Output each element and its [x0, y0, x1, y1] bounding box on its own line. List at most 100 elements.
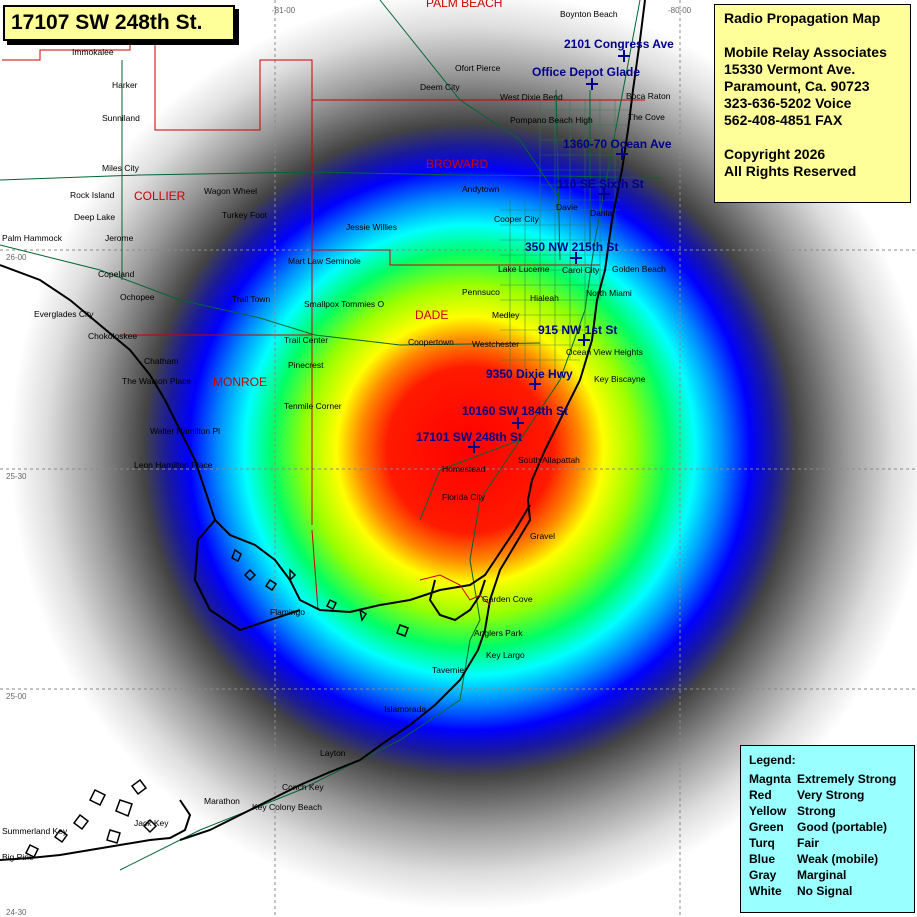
place-label: Deem City	[420, 82, 460, 92]
county-label: BROWARD	[426, 157, 489, 171]
legend-row: Gray Marginal	[749, 867, 896, 883]
islands	[24, 548, 409, 859]
legend-meaning: Good (portable)	[797, 820, 887, 834]
place-label: Ofort Pierce	[455, 63, 501, 73]
place-label: Carol City	[562, 265, 600, 275]
site-crosshair-icon	[529, 378, 541, 390]
place-label: Walter Hamilton Pl	[150, 426, 220, 436]
place-label: Jack Key	[134, 818, 169, 828]
place-label: Boynton Beach	[560, 9, 618, 19]
place-label: Copeland	[98, 269, 135, 279]
fax-phone: 562-408-4851 FAX	[724, 112, 843, 128]
map-title: 17107 SW 248th St.	[11, 11, 203, 34]
voice-phone: 323-636-5202 Voice	[724, 95, 852, 111]
site-marker: 9350 Dixie Hwy	[486, 367, 573, 390]
legend-color: Blue	[749, 852, 776, 866]
site-markers: 2101 Congress Ave Office Depot Glade 1360-…	[416, 37, 674, 453]
place-label: Homestead	[442, 464, 486, 474]
urban-streets	[500, 100, 630, 380]
site-label: 350 NW 215th St	[525, 240, 618, 254]
grid-lat-label: 25-00	[6, 692, 27, 701]
place-label: Tenmile Corner	[284, 401, 342, 411]
site-marker: 1360-70 Ocean Ave	[563, 137, 672, 160]
site-crosshair-icon	[616, 148, 628, 160]
place-label: Ochopee	[120, 292, 155, 302]
site-crosshair-icon	[578, 334, 590, 346]
place-label: Golden Beach	[612, 264, 666, 274]
legend-color: White	[749, 884, 782, 898]
site-marker: 2101 Congress Ave	[564, 37, 674, 62]
company-name: Mobile Relay Associates	[724, 44, 887, 60]
legend-box: Legend: Magnta Extremely Strong Red Very S…	[740, 745, 915, 913]
place-label: Pennsuco	[462, 287, 500, 297]
site-crosshair-icon	[618, 50, 630, 62]
place-label: Layton	[320, 748, 346, 758]
legend-row: Magnta Extremely Strong	[749, 771, 896, 787]
site-label: 915 NW 1st St	[538, 323, 617, 337]
place-label: Miles City	[102, 163, 140, 173]
city-address: Paramount, Ca. 90723	[724, 78, 870, 94]
site-label: Office Depot Glade	[532, 65, 640, 79]
legend-row: Green Good (portable)	[749, 819, 896, 835]
legend-meaning: Extremely Strong	[797, 772, 897, 786]
place-label: Chokoloskee	[88, 331, 137, 341]
legend-row: Red Very Strong	[749, 787, 896, 803]
place-label: Conch Key	[282, 782, 324, 792]
place-label: South Allapattah	[518, 455, 580, 465]
legend-meaning: Weak (mobile)	[797, 852, 879, 866]
place-label: Westchester	[472, 339, 519, 349]
legend-color: Turq	[749, 836, 775, 850]
place-label: Jerome	[105, 233, 134, 243]
site-crosshair-icon	[586, 78, 598, 90]
place-label: Palm Hammock	[2, 233, 63, 243]
place-label: Boca Raton	[626, 91, 671, 101]
legend-row: Blue Weak (mobile)	[749, 851, 896, 867]
site-label: 1360-70 Ocean Ave	[563, 137, 672, 151]
place-label: Pinecrest	[288, 360, 324, 370]
place-label: North Miami	[586, 288, 632, 298]
place-label: Big Pine	[2, 852, 34, 862]
place-label: Tavernier	[432, 665, 467, 675]
legend-color: Gray	[749, 868, 777, 882]
site-marker: 915 NW 1st St	[538, 323, 617, 346]
grid-lon-label: -81-00	[272, 6, 296, 15]
place-label: Chatham	[144, 356, 179, 366]
grid-lat-label: 25-30	[6, 472, 27, 481]
street-address: 15330 Vermont Ave.	[724, 61, 856, 77]
legend-table: Magnta Extremely Strong Red Very Strong Ye…	[749, 771, 896, 899]
place-label: Islamorada	[384, 704, 426, 714]
county-label: PALM BEACH	[426, 0, 502, 10]
place-label: Hialeah	[530, 293, 559, 303]
legend-row: Yellow Strong	[749, 803, 896, 819]
place-label: The Watson Place	[122, 376, 191, 386]
site-crosshair-icon	[468, 441, 480, 453]
info-line	[724, 129, 901, 146]
site-marker: Office Depot Glade	[532, 65, 640, 90]
legend-row: White No Signal	[749, 883, 896, 899]
legend-meaning: No Signal	[797, 884, 853, 898]
site-crosshair-icon	[570, 252, 582, 264]
legend-color: Magnta	[749, 772, 791, 786]
info-box: Radio Propagation Map Mobile Relay Assoc…	[714, 4, 911, 203]
map-title-box: 17107 SW 248th St.	[3, 5, 235, 41]
site-label: 110 SE Sixth St	[557, 177, 644, 191]
place-label: Key Biscayne	[594, 374, 646, 384]
place-label: Cooper City	[494, 214, 540, 224]
info-heading: Radio Propagation Map	[724, 10, 881, 26]
place-label: Andytown	[462, 184, 500, 194]
info-line	[724, 27, 901, 44]
place-label: Dania	[590, 208, 612, 218]
park-boundary	[419, 574, 491, 606]
place-label: Everglades City	[34, 309, 94, 319]
place-labels: Immokalee Harker Sunniland Miles City Rock I…	[2, 9, 671, 862]
grid-lat-label: 26-00	[6, 253, 27, 262]
legend-color: Yellow	[749, 804, 787, 818]
site-crosshair-icon	[512, 417, 524, 429]
legend-meaning: Marginal	[797, 868, 847, 882]
place-label: Summerland Key	[2, 826, 68, 836]
place-label: The Cove	[628, 112, 665, 122]
legend-meaning: Fair	[797, 836, 820, 850]
site-marker: 110 SE Sixth St	[557, 177, 644, 200]
site-crosshair-icon	[598, 188, 610, 200]
